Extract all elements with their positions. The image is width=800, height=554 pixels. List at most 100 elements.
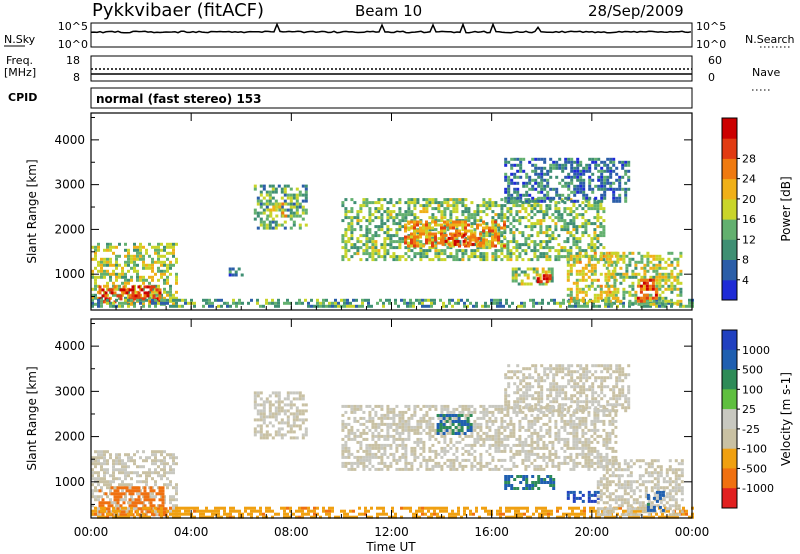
heatmap-cell — [184, 506, 187, 510]
heatmap-cell — [631, 302, 635, 306]
heatmap-cell — [602, 263, 606, 267]
heatmap-cell — [582, 178, 586, 182]
heatmap-cell — [139, 298, 142, 302]
heatmap-cell — [169, 245, 172, 249]
heatmap-cell — [443, 201, 447, 205]
freq-unit: [MHz] — [4, 66, 36, 79]
heatmap-cell — [446, 255, 450, 259]
heatmap-cell — [374, 243, 378, 247]
heatmap-cell — [94, 278, 97, 282]
heatmap-cell — [440, 431, 444, 435]
heatmap-cell — [566, 263, 570, 267]
heatmap-cell — [214, 512, 217, 516]
heatmap-cell — [484, 509, 487, 513]
heatmap-cell — [479, 234, 483, 238]
heatmap-cell — [476, 416, 480, 420]
heatmap-cell — [274, 187, 278, 191]
heatmap-cell — [353, 216, 357, 220]
heatmap-cell — [383, 464, 387, 468]
heatmap-cell — [531, 157, 535, 161]
heatmap-cell — [433, 512, 436, 516]
heatmap-cell — [277, 412, 281, 416]
heatmap-cell — [145, 474, 148, 478]
heatmap-cell — [467, 241, 470, 245]
heatmap-cell — [549, 157, 553, 161]
heatmap-cell — [386, 407, 390, 411]
heatmap-cell — [494, 416, 498, 420]
heatmap-cell — [97, 450, 100, 454]
heatmap-cell — [404, 241, 407, 245]
heatmap-cell — [304, 418, 308, 422]
heatmap-cell — [509, 434, 513, 438]
heatmap-cell — [515, 243, 519, 247]
heatmap-cell — [520, 301, 523, 305]
heatmap-cell — [289, 427, 293, 431]
heatmap-cell — [610, 263, 614, 267]
heatmap-cell — [667, 287, 671, 291]
heatmap-cell — [374, 246, 378, 250]
heatmap-cell — [413, 216, 417, 220]
heatmap-cell — [148, 304, 151, 308]
heatmap-cell — [400, 298, 403, 302]
heatmap-cell — [452, 464, 456, 468]
heatmap-cell — [528, 199, 532, 203]
heatmap-cell — [513, 175, 517, 179]
heatmap-cell — [356, 210, 360, 214]
heatmap-cell — [587, 284, 591, 288]
heatmap-cell — [622, 272, 626, 276]
heatmap-cell — [521, 249, 525, 253]
heatmap-cell — [352, 298, 355, 302]
heatmap-cell — [256, 211, 260, 215]
heatmap-cell — [350, 461, 354, 465]
heatmap-cell — [485, 213, 489, 217]
heatmap-cell — [91, 459, 94, 463]
heatmap-cell — [118, 272, 121, 276]
heatmap-cell — [118, 304, 121, 308]
heatmap-cell — [539, 246, 543, 250]
heatmap-cell — [461, 404, 465, 408]
heatmap-cell — [610, 304, 613, 308]
heatmap-cell — [522, 184, 526, 188]
heatmap-cell — [469, 509, 472, 513]
heatmap-cell — [482, 234, 486, 238]
heatmap-cell — [491, 252, 495, 256]
heatmap-cell — [341, 246, 345, 250]
heatmap-cell — [443, 216, 447, 220]
heatmap-cell — [371, 446, 375, 450]
heatmap-cell — [319, 301, 322, 305]
heatmap-cell — [596, 210, 600, 214]
heatmap-cell — [619, 301, 622, 305]
heatmap-cell — [548, 246, 552, 250]
heatmap-cell — [217, 506, 220, 510]
heatmap-cell — [440, 229, 443, 233]
heatmap-cell — [281, 211, 285, 215]
heatmap-cell — [398, 422, 402, 426]
y-axis-title: Slant Range [km] — [25, 159, 39, 263]
heatmap-cell — [577, 506, 580, 510]
heatmap-cell — [145, 263, 148, 267]
heatmap-cell — [670, 281, 674, 285]
heatmap-cell — [491, 467, 495, 471]
heatmap-cell — [491, 210, 495, 214]
heatmap-cell — [676, 515, 679, 519]
heatmap-cell — [667, 301, 670, 305]
heatmap-cell — [127, 281, 130, 285]
heatmap-cell — [142, 304, 145, 308]
heatmap-cell — [648, 287, 652, 291]
heatmap-cell — [103, 462, 106, 466]
heatmap-cell — [169, 293, 172, 297]
heatmap-cell — [593, 263, 597, 267]
heatmap-cell — [452, 198, 456, 202]
heatmap-cell — [398, 225, 402, 229]
heatmap-cell — [479, 258, 483, 262]
heatmap-cell — [603, 160, 607, 164]
heatmap-cell — [494, 244, 497, 248]
heatmap-cell — [136, 269, 139, 273]
heatmap-cell — [439, 506, 442, 510]
heatmap-cell — [479, 252, 483, 256]
heatmap-cell — [160, 462, 163, 466]
heatmap-cell — [624, 187, 628, 191]
heatmap-cell — [627, 175, 631, 179]
heatmap-cell — [473, 255, 477, 259]
heatmap-cell — [175, 492, 178, 496]
